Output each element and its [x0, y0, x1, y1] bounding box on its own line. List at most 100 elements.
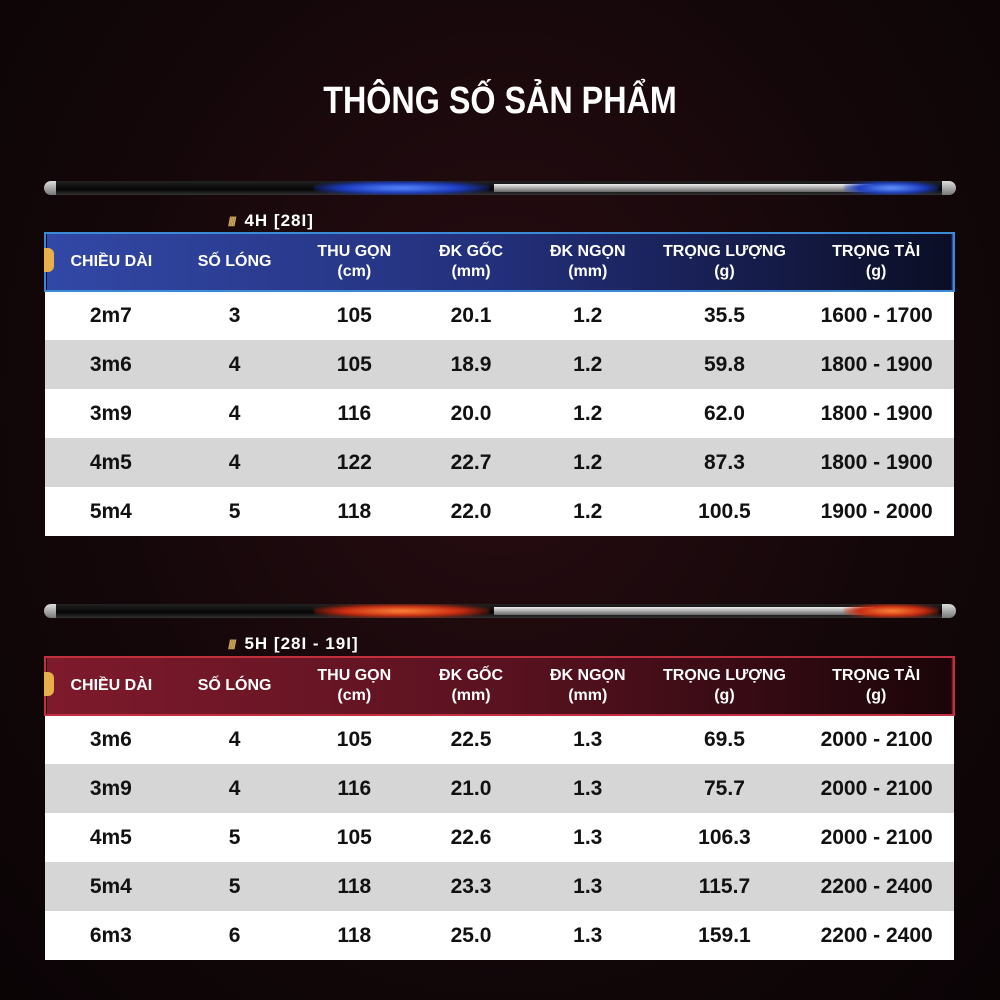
- table-cell: 1.2: [525, 487, 650, 536]
- table-cell: 25.0: [416, 911, 526, 960]
- table-cell: 1600 - 1700: [799, 291, 954, 340]
- column-header: TRỌNG TẢI (g): [832, 667, 921, 704]
- table-cell: 1.2: [525, 291, 650, 340]
- table-row: 4m5 4 122 22.7 1.2 87.3 1800 - 1900: [45, 438, 954, 487]
- table-cell: 5m4: [45, 487, 177, 536]
- table-cell: 5: [176, 487, 293, 536]
- table-cell: 4: [176, 764, 293, 813]
- table-cell: 116: [292, 389, 417, 438]
- table-cell: 1800 - 1900: [799, 438, 954, 487]
- table-cell: 87.3: [649, 438, 800, 487]
- model-label-5h: //// 5H [28I - 19I]: [228, 634, 359, 654]
- table-cell: 6: [176, 911, 293, 960]
- table-cell: 4: [176, 340, 293, 389]
- tab-marker: [44, 248, 54, 272]
- table-cell: 106.3: [649, 813, 800, 862]
- column-header: ĐK NGỌN (mm): [549, 667, 626, 704]
- table-cell: 3m6: [45, 340, 177, 389]
- table-row: 4m5 5 105 22.6 1.3 106.3 2000 - 2100: [45, 813, 954, 862]
- page-title: THÔNG SỐ SẢN PHẨM: [323, 80, 677, 122]
- column-header: THU GỌN (cm): [317, 243, 392, 280]
- table-cell: 1.3: [525, 862, 650, 911]
- table-cell: 105: [292, 291, 417, 340]
- table-cell: 20.1: [416, 291, 526, 340]
- column-header: THU GỌN (cm): [317, 667, 392, 704]
- table-cell: 2200 - 2400: [799, 862, 954, 911]
- table-cell: 3: [176, 291, 293, 340]
- table-cell: 4m5: [45, 813, 177, 862]
- table-header: CHIỀU DÀI SỐ LÓNG THU GỌN (cm) ĐK GỐC (mm) ĐK …: [45, 233, 954, 291]
- model-label-4h: //// 4H [28I]: [228, 211, 314, 231]
- table-row: 3m6 4 105 18.9 1.2 59.8 1800 - 1900: [45, 340, 954, 389]
- table-header: CHIỀU DÀI SỐ LÓNG THU GỌN (cm) ĐK GỐC (mm) ĐK …: [45, 657, 954, 715]
- table-cell: 69.5: [649, 715, 800, 764]
- table-cell: 2000 - 2100: [799, 715, 954, 764]
- fishing-rod-image-blue: [44, 181, 956, 195]
- table-cell: 118: [292, 862, 417, 911]
- table-row: 3m6 4 105 22.5 1.3 69.5 2000 - 2100: [45, 715, 954, 764]
- table-cell: 5m4: [45, 862, 177, 911]
- table-cell: 5: [176, 813, 293, 862]
- table-cell: 4: [176, 715, 293, 764]
- column-header: SỐ LÓNG: [197, 253, 272, 270]
- column-header: SỐ LÓNG: [197, 677, 272, 694]
- table-cell: 18.9: [416, 340, 526, 389]
- table-row: 2m7 3 105 20.1 1.2 35.5 1600 - 1700: [45, 291, 954, 340]
- table-row: 5m4 5 118 23.3 1.3 115.7 2200 - 2400: [45, 862, 954, 911]
- model-label-text: 5H [28I - 19I]: [244, 634, 359, 653]
- tab-marker: [44, 672, 54, 696]
- table-cell: 5: [176, 862, 293, 911]
- table-cell: 105: [292, 715, 417, 764]
- table-cell: 122: [292, 438, 417, 487]
- table-cell: 1.3: [525, 764, 650, 813]
- table-row: 6m3 6 118 25.0 1.3 159.1 2200 - 2400: [45, 911, 954, 960]
- table-cell: 115.7: [649, 862, 800, 911]
- table-cell: 3m6: [45, 715, 177, 764]
- table-cell: 2000 - 2100: [799, 813, 954, 862]
- table-cell: 75.7: [649, 764, 800, 813]
- table-cell: 1.2: [525, 438, 650, 487]
- table-cell: 1.3: [525, 911, 650, 960]
- table-cell: 22.5: [416, 715, 526, 764]
- table-cell: 1800 - 1900: [799, 389, 954, 438]
- fishing-rod-image-red: [44, 604, 956, 618]
- column-header: CHIỀU DÀI: [70, 677, 153, 694]
- table-row: 5m4 5 118 22.0 1.2 100.5 1900 - 2000: [45, 487, 954, 536]
- table-cell: 1900 - 2000: [799, 487, 954, 536]
- table-cell: 4: [176, 438, 293, 487]
- table-cell: 3m9: [45, 389, 177, 438]
- column-header: TRỌNG TẢI (g): [832, 243, 921, 280]
- stripes-icon: ////: [228, 214, 237, 229]
- table-cell: 105: [292, 813, 417, 862]
- table-cell: 6m3: [45, 911, 177, 960]
- column-header: CHIỀU DÀI: [70, 253, 153, 270]
- table-cell: 2000 - 2100: [799, 764, 954, 813]
- table-cell: 22.0: [416, 487, 526, 536]
- table-row: 3m9 4 116 21.0 1.3 75.7 2000 - 2100: [45, 764, 954, 813]
- table-cell: 1.3: [525, 813, 650, 862]
- table-cell: 22.6: [416, 813, 526, 862]
- column-header: ĐK GỐC (mm): [439, 243, 504, 280]
- table-cell: 1800 - 1900: [799, 340, 954, 389]
- table-row: 3m9 4 116 20.0 1.2 62.0 1800 - 1900: [45, 389, 954, 438]
- table-cell: 100.5: [649, 487, 800, 536]
- table-cell: 1.3: [525, 715, 650, 764]
- table-cell: 4m5: [45, 438, 177, 487]
- column-header: ĐK GỐC (mm): [439, 667, 504, 704]
- column-header: TRỌNG LƯỢNG (g): [662, 243, 786, 280]
- table-cell: 159.1: [649, 911, 800, 960]
- spec-table-4h: CHIỀU DÀI SỐ LÓNG THU GỌN (cm) ĐK GỐC (mm) ĐK …: [44, 232, 955, 536]
- table-cell: 20.0: [416, 389, 526, 438]
- table-cell: 2m7: [45, 291, 177, 340]
- column-header: ĐK NGỌN (mm): [549, 243, 626, 280]
- table-cell: 59.8: [649, 340, 800, 389]
- stripes-icon: ////: [228, 637, 237, 652]
- table-cell: 62.0: [649, 389, 800, 438]
- table-cell: 1.2: [525, 389, 650, 438]
- table-cell: 23.3: [416, 862, 526, 911]
- model-label-text: 4H [28I]: [244, 211, 314, 230]
- table-cell: 118: [292, 911, 417, 960]
- table-cell: 2200 - 2400: [799, 911, 954, 960]
- table-cell: 3m9: [45, 764, 177, 813]
- table-cell: 21.0: [416, 764, 526, 813]
